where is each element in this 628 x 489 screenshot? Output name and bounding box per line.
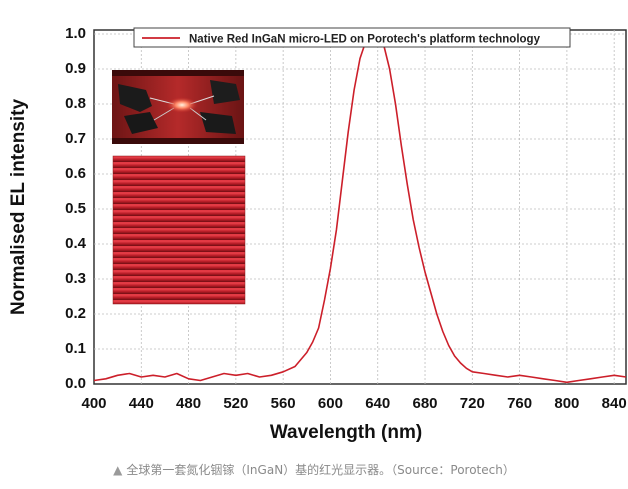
legend-label: Native Red InGaN micro-LED on Porotech's…	[189, 34, 541, 46]
x-tick-label: 400	[81, 395, 106, 412]
x-axis-ticks: 400 440 480 520 560 600 640 680 720 760 800 840	[81, 395, 626, 412]
y-axis-ticks: 0.0 0.1 0.2 0.3 0.4 0.5 0.6 0.7 0.8 0.9 1.0	[65, 25, 87, 392]
y-axis-label: Normalised EL intensity	[8, 99, 29, 316]
x-tick-label: 520	[223, 395, 248, 412]
x-tick-label: 480	[176, 395, 201, 412]
x-tick-label: 560	[271, 395, 296, 412]
legend: Native Red InGaN micro-LED on Porotech's…	[133, 27, 571, 48]
x-tick-label: 760	[507, 395, 532, 412]
y-tick-label: 0.9	[65, 60, 86, 77]
y-tick-label: 0.2	[65, 305, 86, 322]
y-tick-label: 0.8	[65, 95, 86, 112]
x-tick-label: 440	[129, 395, 154, 412]
inset-microled-array-image	[112, 155, 246, 305]
y-tick-label: 0.0	[65, 375, 86, 392]
figure-caption: ▲ 全球第一套氮化铟镓（InGaN）基的红光显示器。（Source：Porotec…	[0, 461, 628, 478]
x-tick-label: 680	[413, 395, 438, 412]
y-tick-label: 0.1	[65, 340, 86, 357]
y-tick-label: 0.4	[65, 235, 87, 252]
caption-marker: ▲	[113, 463, 123, 477]
x-axis-label: Wavelength (nm)	[270, 422, 422, 443]
y-tick-label: 0.3	[65, 270, 86, 287]
x-tick-label: 720	[460, 395, 485, 412]
y-tick-label: 0.5	[65, 200, 86, 217]
x-tick-label: 640	[365, 395, 390, 412]
x-tick-label: 600	[318, 395, 343, 412]
y-tick-label: 1.0	[65, 25, 86, 42]
inset-probe-station-image	[112, 70, 244, 144]
caption-text: 全球第一套氮化铟镓（InGaN）基的红光显示器。（Source：Porotech…	[126, 463, 515, 477]
x-tick-label: 800	[554, 395, 579, 412]
y-tick-label: 0.7	[65, 130, 86, 147]
y-tick-label: 0.6	[65, 165, 86, 182]
x-tick-label: 840	[602, 395, 627, 412]
